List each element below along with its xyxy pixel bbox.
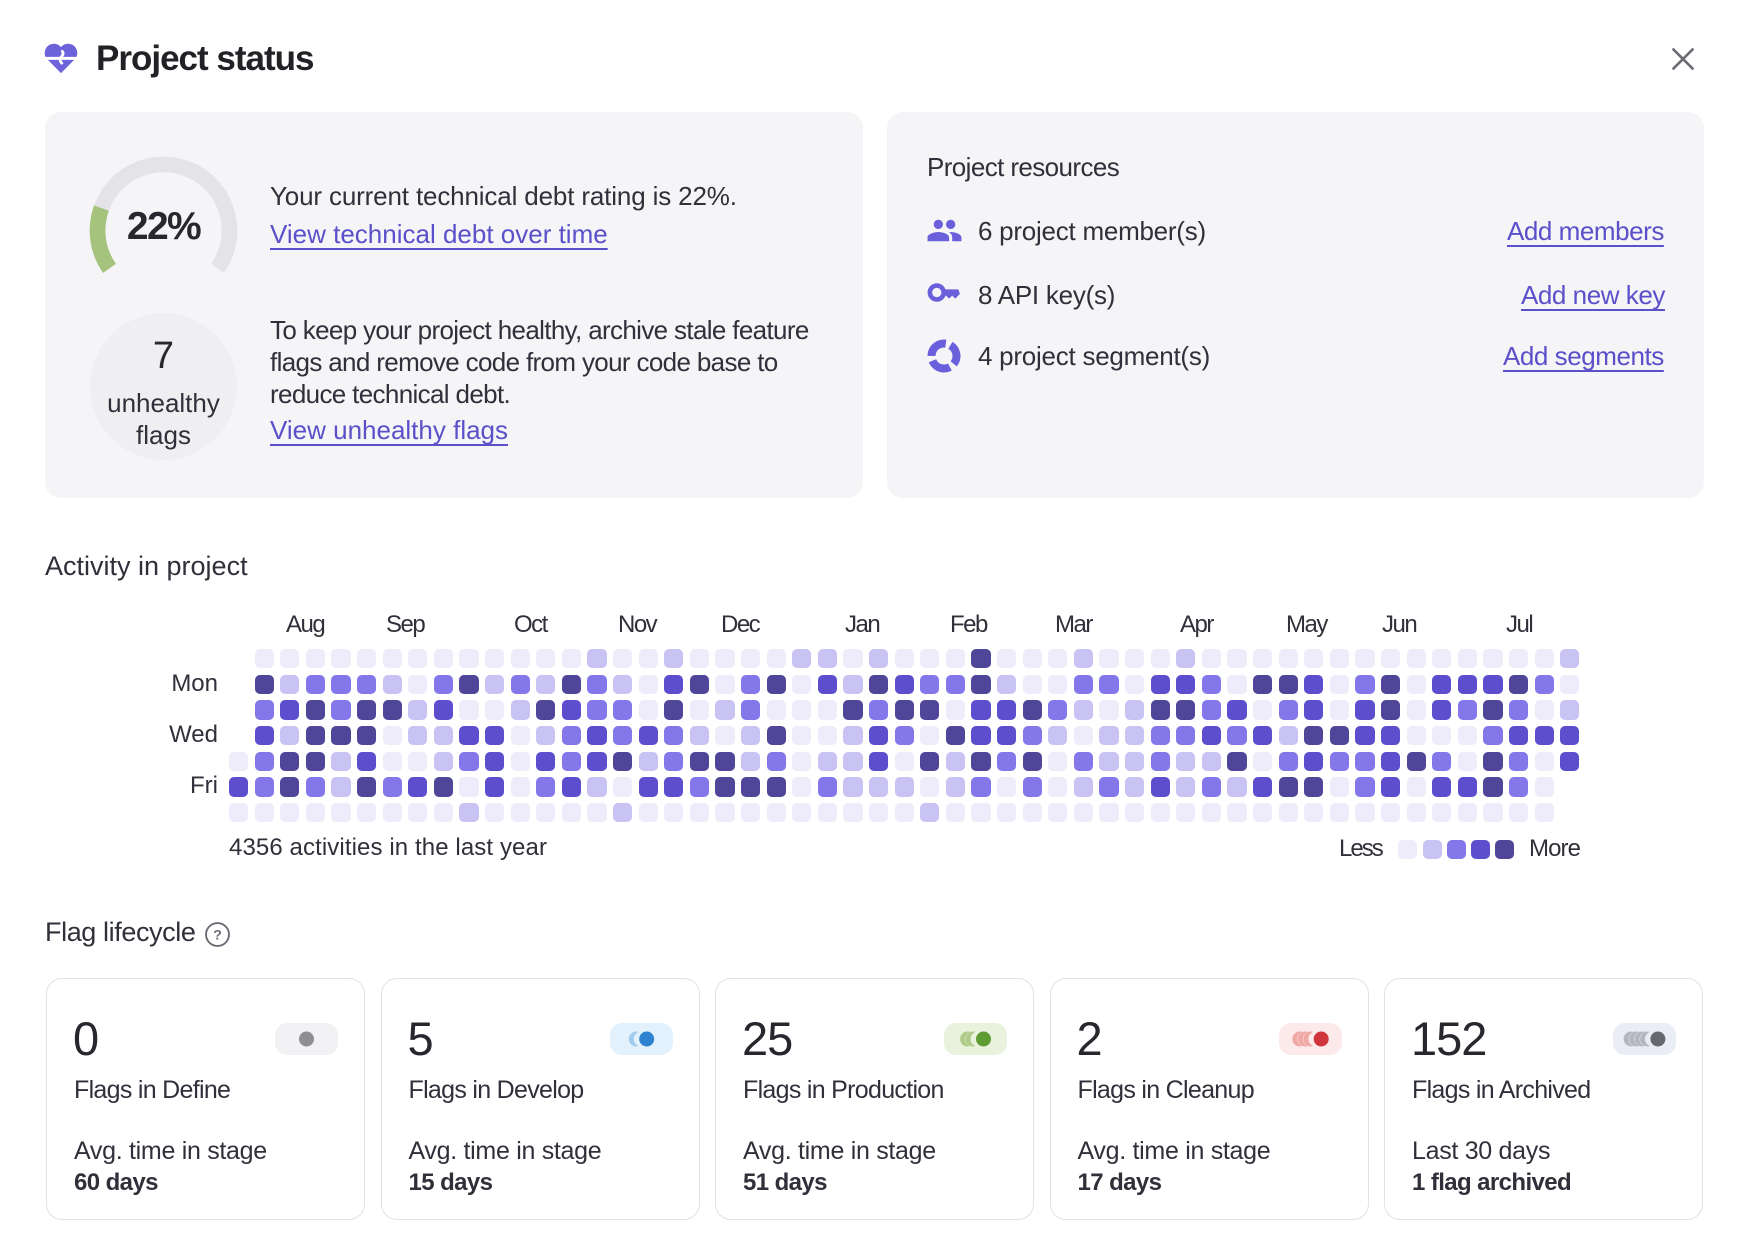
svg-text:?: ? xyxy=(213,926,222,942)
